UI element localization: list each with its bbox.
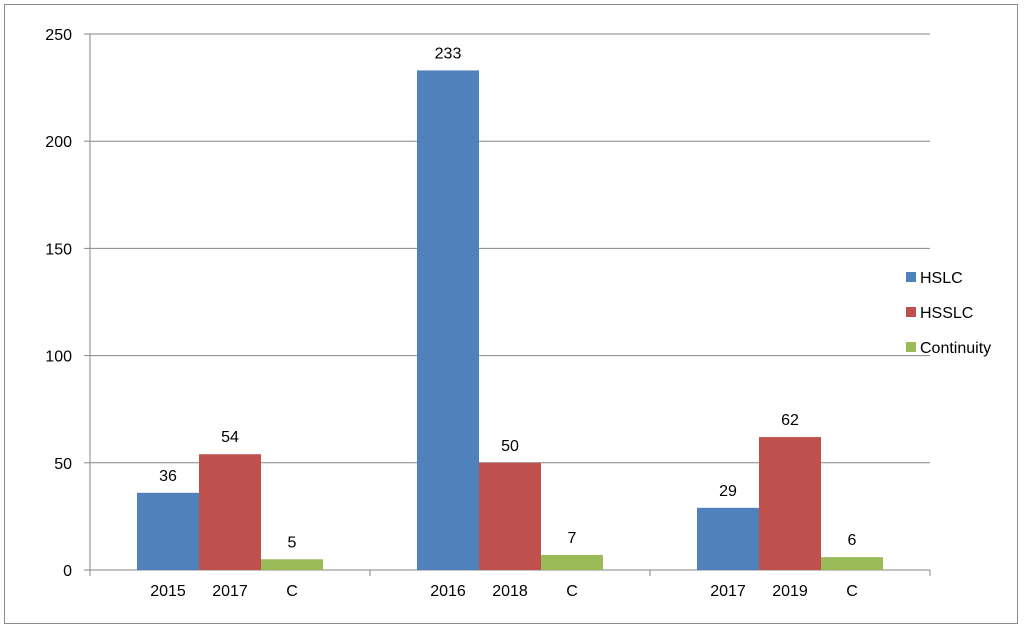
data-label: 5	[288, 534, 297, 551]
bar-hsslc	[199, 454, 261, 570]
bar-hsslc	[759, 437, 821, 570]
x-tick-label: 2017	[212, 583, 248, 600]
legend-swatch	[906, 307, 916, 317]
x-tick-label: C	[286, 583, 298, 600]
legend-label: HSSLC	[920, 305, 973, 322]
x-tick-label: 2017	[710, 583, 746, 600]
legend-label: Continuity	[920, 340, 991, 357]
data-label: 6	[848, 532, 857, 549]
x-tick-label: C	[566, 583, 578, 600]
bar-hslc	[417, 70, 479, 570]
bar-continuity	[541, 554, 603, 570]
legend-label: HSLC	[920, 270, 963, 287]
bar-hslc	[697, 507, 759, 570]
data-label: 50	[501, 438, 519, 455]
bar-continuity	[821, 557, 883, 570]
bar-hsslc	[479, 462, 541, 570]
data-label: 54	[221, 429, 239, 446]
y-tick-label: 250	[45, 27, 72, 44]
y-tick-label: 100	[45, 349, 72, 366]
x-tick-label: 2019	[772, 583, 808, 600]
bar-continuity	[261, 559, 323, 570]
data-label: 233	[435, 45, 462, 62]
data-label: 62	[781, 412, 799, 429]
legend-swatch	[906, 342, 916, 352]
y-tick-label: 0	[63, 563, 72, 580]
legend-swatch	[906, 272, 916, 282]
x-tick-label: 2018	[492, 583, 528, 600]
data-label: 29	[719, 483, 737, 500]
y-tick-label: 150	[45, 241, 72, 258]
x-tick-label: 2016	[430, 583, 466, 600]
bar-hslc	[137, 492, 199, 570]
x-tick-label: 2015	[150, 583, 186, 600]
data-label: 7	[568, 530, 577, 547]
y-tick-label: 200	[45, 134, 72, 151]
data-label: 36	[159, 468, 177, 485]
y-tick-label: 50	[54, 456, 72, 473]
x-tick-label: C	[846, 583, 858, 600]
